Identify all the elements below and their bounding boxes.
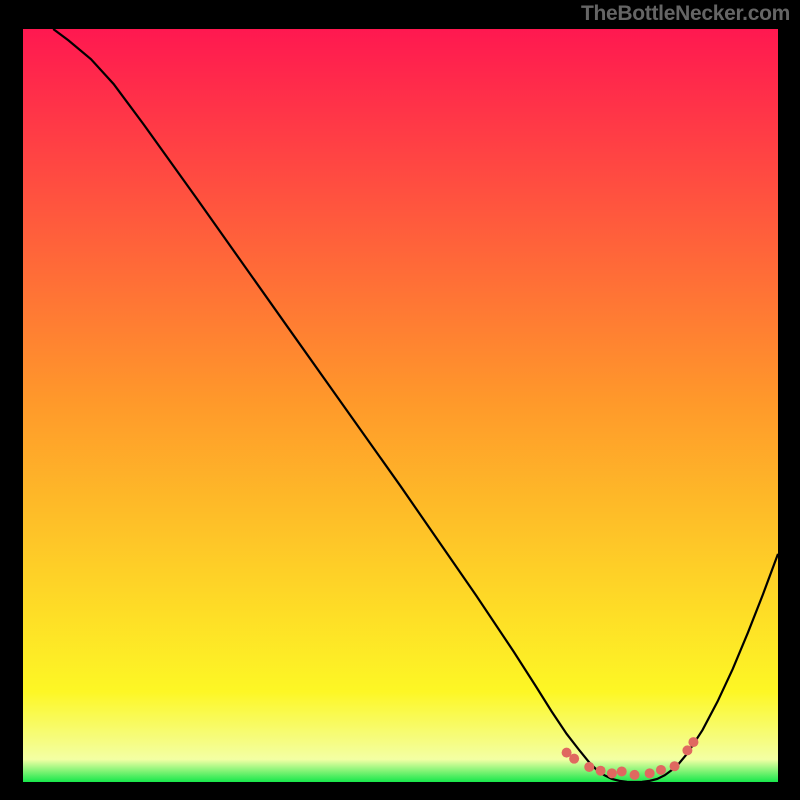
curve-svg <box>0 0 800 800</box>
dot <box>670 761 680 771</box>
dot <box>630 770 640 780</box>
dot <box>584 762 594 772</box>
dot <box>645 768 655 778</box>
dot <box>569 754 579 764</box>
dot <box>596 766 606 776</box>
dot <box>682 745 692 755</box>
dot <box>607 768 617 778</box>
plot-frame: TheBottleNecker.com <box>0 0 800 800</box>
dot <box>617 766 627 776</box>
dot <box>688 737 698 747</box>
dot <box>656 765 666 775</box>
curve-line <box>53 29 778 782</box>
curve-dots <box>562 737 699 780</box>
